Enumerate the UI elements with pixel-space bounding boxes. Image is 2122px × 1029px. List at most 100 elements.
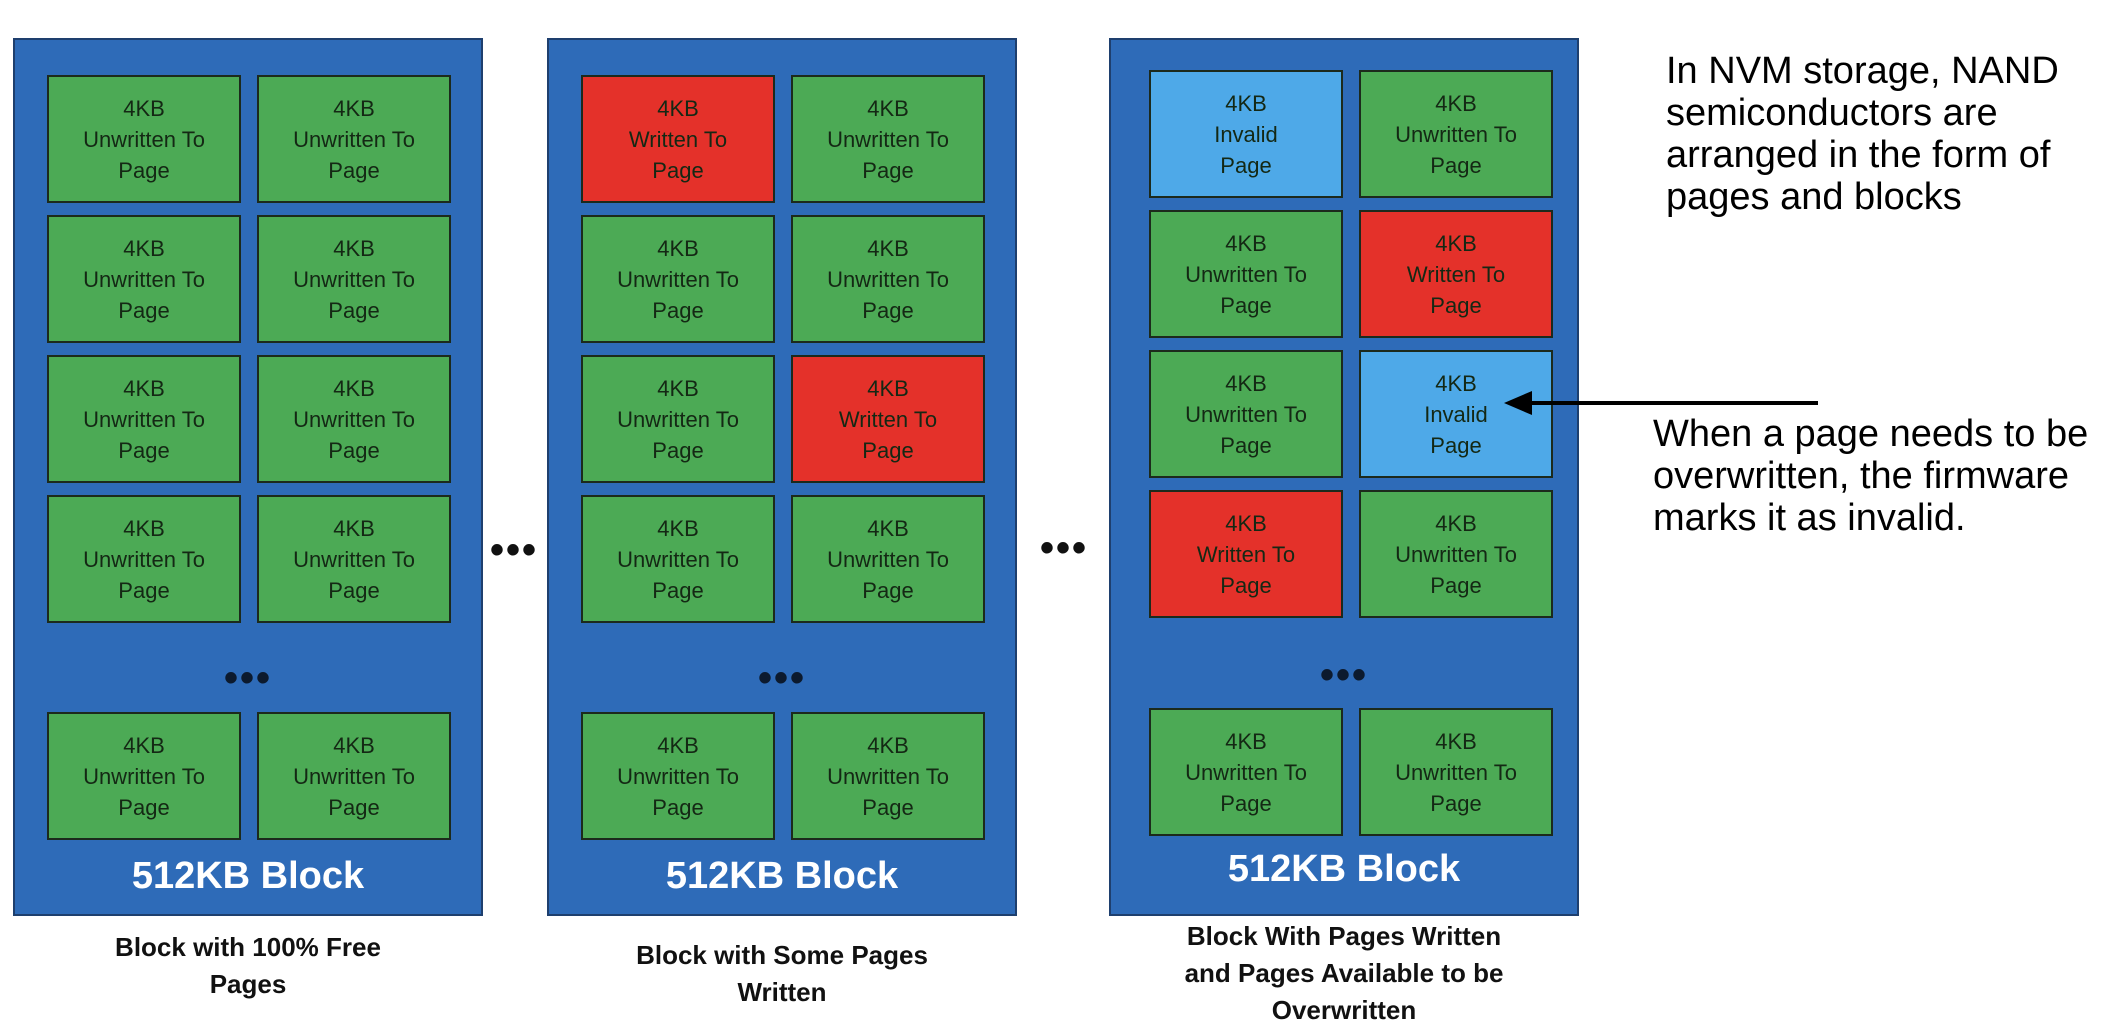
page-word: Page bbox=[118, 577, 170, 603]
page-size: 4KB bbox=[333, 375, 375, 401]
page-size: 4KB bbox=[1435, 370, 1477, 396]
block-1: 4KB Unwritten To Page 4KB Unwritten To P… bbox=[13, 38, 483, 916]
page-word: Page bbox=[1220, 432, 1272, 458]
page-size: 4KB bbox=[657, 95, 699, 121]
page-size: 4KB bbox=[1435, 230, 1477, 256]
block-label: 512KB Block bbox=[131, 855, 365, 897]
page-2-6: 4KB Written To Page bbox=[791, 355, 985, 483]
page-1-9: 4KB Unwritten To Page bbox=[47, 712, 241, 840]
page-2-9: 4KB Unwritten To Page bbox=[581, 712, 775, 840]
page-status: Unwritten To bbox=[83, 763, 205, 789]
arrow-head-icon bbox=[1504, 391, 1532, 415]
page-word: Page bbox=[1430, 790, 1482, 816]
page-size: 4KB bbox=[123, 95, 165, 121]
page-1-1: 4KB Unwritten To Page bbox=[47, 75, 241, 203]
page-1-5: 4KB Unwritten To Page bbox=[47, 355, 241, 483]
page-size: 4KB bbox=[123, 515, 165, 541]
page-size: 4KB bbox=[867, 95, 909, 121]
page-word: Page bbox=[328, 577, 380, 603]
page-3-10: 4KB Unwritten To Page bbox=[1359, 708, 1553, 836]
page-word: Page bbox=[1220, 152, 1272, 178]
page-1-2: 4KB Unwritten To Page bbox=[257, 75, 451, 203]
page-size: 4KB bbox=[1225, 370, 1267, 396]
block-caption-3: Block With Pages Written and Pages Avail… bbox=[1184, 921, 1504, 1025]
page-status: Unwritten To bbox=[293, 546, 415, 572]
note-invalid-page: When a page needs to be overwritten, the… bbox=[1653, 413, 2089, 539]
page-status: Unwritten To bbox=[1185, 401, 1307, 427]
page-size: 4KB bbox=[657, 732, 699, 758]
page-3-2: 4KB Unwritten To Page bbox=[1359, 70, 1553, 198]
page-3-9: 4KB Unwritten To Page bbox=[1149, 708, 1343, 836]
page-2-10: 4KB Unwritten To Page bbox=[791, 712, 985, 840]
page-size: 4KB bbox=[123, 732, 165, 758]
page-word: Page bbox=[652, 297, 704, 323]
page-1-3: 4KB Unwritten To Page bbox=[47, 215, 241, 343]
page-status: Unwritten To bbox=[83, 546, 205, 572]
page-word: Page bbox=[1220, 572, 1272, 598]
page-size: 4KB bbox=[1435, 510, 1477, 536]
page-2-4: 4KB Unwritten To Page bbox=[791, 215, 985, 343]
page-word: Page bbox=[328, 157, 380, 183]
note-nand-arrangement: In NVM storage, NAND semiconductors are … bbox=[1666, 50, 2059, 218]
page-status: Unwritten To bbox=[293, 763, 415, 789]
page-word: Page bbox=[862, 577, 914, 603]
page-status: Invalid bbox=[1424, 401, 1488, 427]
page-size: 4KB bbox=[657, 235, 699, 261]
page-size: 4KB bbox=[657, 515, 699, 541]
page-word: Page bbox=[862, 437, 914, 463]
page-word: Page bbox=[652, 157, 704, 183]
page-3-4: 4KB Written To Page bbox=[1359, 210, 1553, 338]
page-size: 4KB bbox=[867, 515, 909, 541]
page-status: Invalid bbox=[1214, 121, 1278, 147]
page-status: Unwritten To bbox=[293, 126, 415, 152]
page-status: Unwritten To bbox=[827, 266, 949, 292]
page-word: Page bbox=[862, 157, 914, 183]
page-3-3: 4KB Unwritten To Page bbox=[1149, 210, 1343, 338]
page-status: Written To bbox=[628, 126, 728, 152]
block-3: 4KB Invalid Page 4KB Unwritten To Page 4… bbox=[1109, 38, 1579, 916]
page-word: Page bbox=[1430, 292, 1482, 318]
page-2-7: 4KB Unwritten To Page bbox=[581, 495, 775, 623]
page-3-6: 4KB Invalid Page bbox=[1359, 350, 1553, 478]
page-status: Unwritten To bbox=[827, 546, 949, 572]
page-2-5: 4KB Unwritten To Page bbox=[581, 355, 775, 483]
page-2-1: 4KB Written To Page bbox=[581, 75, 775, 203]
block-label: 512KB Block bbox=[665, 855, 899, 897]
page-size: 4KB bbox=[1225, 728, 1267, 754]
page-size: 4KB bbox=[333, 95, 375, 121]
page-2-8: 4KB Unwritten To Page bbox=[791, 495, 985, 623]
page-status: Unwritten To bbox=[1395, 759, 1517, 785]
page-size: 4KB bbox=[867, 235, 909, 261]
page-3-1: 4KB Invalid Page bbox=[1149, 70, 1343, 198]
page-status: Unwritten To bbox=[617, 266, 739, 292]
page-word: Page bbox=[1430, 432, 1482, 458]
page-status: Unwritten To bbox=[83, 266, 205, 292]
page-status: Unwritten To bbox=[827, 763, 949, 789]
page-status: Unwritten To bbox=[83, 406, 205, 432]
page-size: 4KB bbox=[1225, 510, 1267, 536]
page-status: Unwritten To bbox=[617, 406, 739, 432]
page-size: 4KB bbox=[1435, 728, 1477, 754]
page-word: Page bbox=[328, 297, 380, 323]
page-status: Unwritten To bbox=[1185, 759, 1307, 785]
page-word: Page bbox=[1220, 292, 1272, 318]
page-status: Written To bbox=[1406, 261, 1506, 287]
page-word: Page bbox=[118, 297, 170, 323]
page-status: Written To bbox=[838, 406, 938, 432]
page-size: 4KB bbox=[867, 732, 909, 758]
page-word: Page bbox=[118, 437, 170, 463]
page-status: Unwritten To bbox=[1395, 541, 1517, 567]
block-2: 4KB Written To Page 4KB Unwritten To Pag… bbox=[547, 38, 1017, 916]
page-status: Unwritten To bbox=[617, 546, 739, 572]
page-word: Page bbox=[1220, 790, 1272, 816]
page-word: Page bbox=[1430, 152, 1482, 178]
page-word: Page bbox=[652, 437, 704, 463]
page-1-8: 4KB Unwritten To Page bbox=[257, 495, 451, 623]
page-size: 4KB bbox=[333, 515, 375, 541]
page-status: Unwritten To bbox=[1185, 261, 1307, 287]
page-3-8: 4KB Unwritten To Page bbox=[1359, 490, 1553, 618]
page-word: Page bbox=[1430, 572, 1482, 598]
page-status: Unwritten To bbox=[827, 126, 949, 152]
page-word: Page bbox=[652, 577, 704, 603]
page-2-3: 4KB Unwritten To Page bbox=[581, 215, 775, 343]
